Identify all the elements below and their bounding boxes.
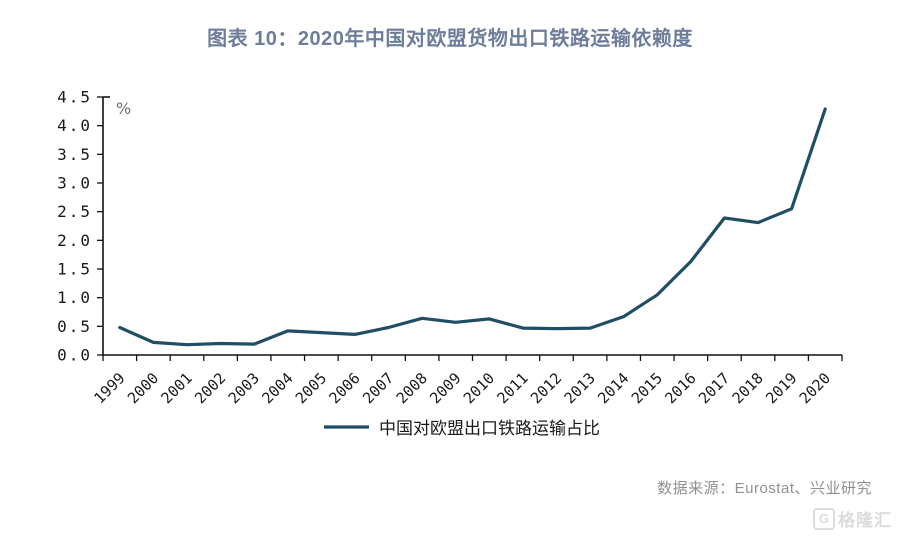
legend-label: 中国对欧盟出口铁路运输占比 <box>379 419 600 438</box>
y-axis: 0.0 0.5 1.0 1.5 2.0 2.5 3.0 3.5 4.0 4.5% <box>57 88 131 365</box>
x-axis: 1999200020012002200320042005200620072008… <box>90 354 843 407</box>
x-tick-label: 2004 <box>258 369 296 407</box>
x-tick-label: 2008 <box>393 369 431 407</box>
y-tick-label: 0.5 <box>57 317 92 336</box>
y-tick-label: 1.0 <box>57 288 92 307</box>
y-tick-label: 0.0 <box>57 346 92 365</box>
y-tick-label: 3.5 <box>57 145 92 164</box>
y-tick-label: 3.0 <box>57 174 92 193</box>
x-tick-label: 2020 <box>796 369 834 407</box>
x-tick-label: 2000 <box>124 369 162 407</box>
x-tick-label: 2002 <box>191 369 229 407</box>
x-tick-label: 2007 <box>359 369 397 407</box>
gelonghui-watermark: G 格隆汇 <box>813 506 892 531</box>
x-tick-label: 2017 <box>695 369 733 407</box>
x-tick-label: 2012 <box>527 369 565 407</box>
x-tick-label: 2014 <box>594 369 632 407</box>
watermark-text: 格隆汇 <box>838 511 892 530</box>
x-tick-label: 1999 <box>90 369 128 407</box>
y-tick-label: 2.5 <box>57 202 92 221</box>
chart-title: 图表 10：2020年中国对欧盟货物出口铁路运输依赖度 <box>207 28 693 50</box>
x-tick-label: 2006 <box>325 369 363 407</box>
x-tick-label: 2019 <box>762 369 800 407</box>
y-tick-label: 2.0 <box>57 231 92 250</box>
gelonghui-logo-icon: G <box>813 507 835 530</box>
x-tick-label: 2005 <box>292 369 330 407</box>
x-tick-label: 2003 <box>225 369 263 407</box>
legend: 中国对欧盟出口铁路运输占比 <box>324 419 600 438</box>
x-tick-label: 2015 <box>628 369 666 407</box>
x-tick-label: 2016 <box>661 369 699 407</box>
x-tick-label: 2010 <box>460 369 498 407</box>
x-tick-label: 2018 <box>729 369 767 407</box>
x-tick-label: 2001 <box>158 369 196 407</box>
data-source: 数据来源：Eurostat、兴业研究 <box>657 480 872 497</box>
x-tick-label: 2011 <box>493 369 531 407</box>
y-tick-label: 1.5 <box>57 260 92 279</box>
x-tick-label: 2009 <box>426 369 464 407</box>
y-tick-label: 4.0 <box>57 116 92 135</box>
y-axis-unit-label: % <box>116 99 131 118</box>
y-tick-label: 4.5 <box>57 88 92 107</box>
x-tick-label: 2013 <box>561 369 599 407</box>
series-line <box>118 107 827 347</box>
